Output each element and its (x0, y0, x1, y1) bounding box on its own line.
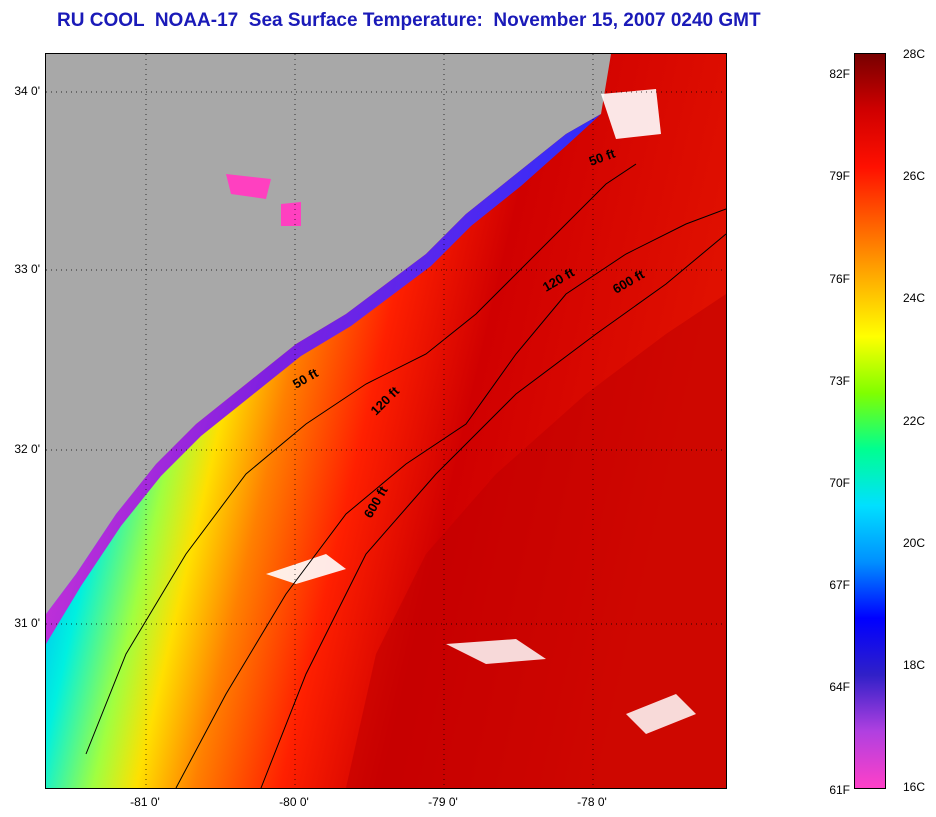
gulf-stream-core (346, 294, 726, 788)
colorbar-label-24c: 24C (903, 291, 926, 305)
lat-label-31: 31 0' (14, 616, 40, 630)
inland-water (226, 174, 271, 199)
inland-water (281, 202, 301, 226)
colorbar-label-16c: 16C (903, 780, 926, 794)
sst-map: 50 ft 50 ft 120 ft 120 ft 600 ft 600 ft (45, 53, 727, 789)
colorbar-label-79f: 79F (829, 169, 850, 183)
lat-label-34: 34 0' (14, 84, 40, 98)
cloud-patch (446, 639, 546, 664)
lon-label-79: -79 0' (428, 795, 458, 809)
graticule (46, 54, 726, 788)
cloud-patch (266, 554, 346, 584)
colorbar-label-18c: 18C (903, 658, 926, 672)
colorbar-label-70f: 70F (829, 476, 850, 490)
colorbar-label-82f: 82F (829, 67, 850, 81)
lon-label-81: -81 0' (130, 795, 160, 809)
colorbar-label-26c: 26C (903, 169, 926, 183)
colorbar-label-20c: 20C (903, 536, 926, 550)
colorbar-label-67f: 67F (829, 578, 850, 592)
colorbar-label-22c: 22C (903, 414, 926, 428)
cloud-patch (626, 694, 696, 734)
isobaths (85, 163, 726, 788)
colorbar-label-61f: 61F (829, 783, 850, 797)
lon-label-78: -78 0' (577, 795, 607, 809)
colorbar-label-28c: 28C (903, 47, 926, 61)
colorbar-label-73f: 73F (829, 374, 850, 388)
cloud-patch (601, 89, 661, 139)
lon-label-80: -80 0' (279, 795, 309, 809)
temperature-colorbar (854, 53, 886, 789)
colorbar-label-64f: 64F (829, 680, 850, 694)
map-title: RU COOL NOAA-17 Sea Surface Temperature:… (57, 10, 761, 31)
lat-label-33: 33 0' (14, 262, 40, 276)
colorbar-label-76f: 76F (829, 272, 850, 286)
lat-label-32: 32 0' (14, 442, 40, 456)
